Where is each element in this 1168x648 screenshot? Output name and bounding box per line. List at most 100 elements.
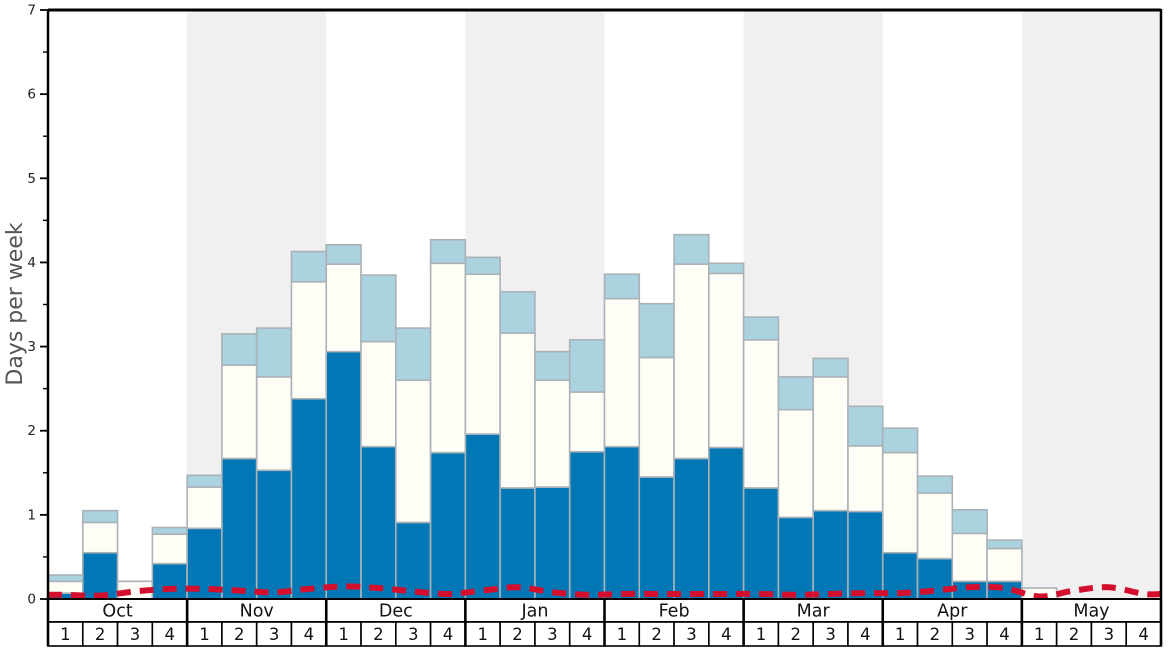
week-label: 4 <box>721 625 732 644</box>
week-cell <box>47 621 84 647</box>
week-label: 3 <box>825 625 836 644</box>
bar-segment-light-blue <box>603 273 641 300</box>
y-tick-label: 2 <box>27 423 36 439</box>
week-label: 3 <box>964 625 975 644</box>
bar-segment-white <box>881 451 919 554</box>
bar-segment-light-blue <box>151 526 188 536</box>
bar-segment-dark-blue <box>603 445 641 600</box>
week-cell <box>290 621 328 647</box>
bar-segment-white <box>429 262 467 454</box>
line-red-dashed-line <box>47 583 1162 600</box>
bar-segment-dark-blue <box>638 476 675 600</box>
week-cell <box>1055 621 1093 647</box>
month-label: May <box>1073 602 1109 622</box>
week-label: 1 <box>617 625 628 644</box>
week-cell <box>916 621 954 647</box>
week-label: 2 <box>651 625 662 644</box>
week-label: 2 <box>95 625 106 644</box>
week-label: 4 <box>999 625 1010 644</box>
y-tick-label: 4 <box>27 255 36 271</box>
week-label: 1 <box>1034 625 1045 644</box>
week-label: 2 <box>930 625 941 644</box>
bar-segment-white <box>47 580 84 594</box>
week-cell <box>568 621 606 647</box>
bar-segment-white <box>186 486 223 530</box>
week-label: 3 <box>1104 625 1115 644</box>
month-label: Jan <box>520 602 548 622</box>
bar-segment-dark-blue <box>325 350 362 600</box>
bar-segment-light-blue <box>708 262 745 275</box>
bar-segment-light-blue <box>881 427 919 454</box>
bar-segment-white <box>290 280 328 400</box>
y-tick-label: 5 <box>27 171 36 187</box>
bar-segment-white <box>499 332 536 489</box>
bar-segment-light-blue <box>673 233 710 265</box>
bar-segment-dark-blue <box>81 551 119 600</box>
week-label: 3 <box>269 625 280 644</box>
y-tick-label: 3 <box>27 339 36 355</box>
bar-segment-dark-blue <box>151 562 188 600</box>
week-label: 2 <box>512 625 523 644</box>
bar-segment-light-blue <box>464 256 501 276</box>
bar-segment-light-blue <box>916 475 954 494</box>
week-cell <box>708 621 745 647</box>
week-cell <box>81 621 119 647</box>
bar-segment-white <box>221 364 258 460</box>
bar-segment-dark-blue <box>360 445 397 600</box>
y-axis-label: Days per week <box>3 222 28 385</box>
week-cell <box>881 621 919 647</box>
bar-segment-dark-blue <box>847 510 884 600</box>
bar-segment-white <box>673 263 710 460</box>
bar-segment-dark-blue <box>742 487 780 600</box>
week-label: 4 <box>860 625 871 644</box>
bar-segment-white <box>81 521 119 554</box>
bar-segment-white <box>951 532 988 583</box>
bar-segment-light-blue <box>255 327 293 378</box>
bar-segment-white <box>812 376 849 512</box>
bar-segment-white <box>395 379 432 524</box>
bar-segment-white <box>151 533 188 565</box>
bar-segment-white <box>255 376 293 472</box>
bar-segment-light-blue <box>221 333 258 366</box>
month-label: Nov <box>240 602 274 622</box>
week-label: 2 <box>373 625 384 644</box>
bar-segment-dark-blue <box>255 469 293 600</box>
week-label: 2 <box>1069 625 1080 644</box>
week-label: 3 <box>547 625 558 644</box>
bar-segment-dark-blue <box>290 397 328 600</box>
bar-segment-light-blue <box>47 574 84 583</box>
week-label: 2 <box>234 625 245 644</box>
y-tick-label: 6 <box>27 87 36 103</box>
bar-segment-white <box>360 340 397 448</box>
bar-segment-dark-blue <box>464 433 501 600</box>
bar-segment-dark-blue <box>673 457 710 600</box>
bar-segment-white <box>534 379 571 488</box>
bar-segment-light-blue <box>360 274 397 343</box>
bar-segment-dark-blue <box>708 446 745 600</box>
bar-segment-dark-blue <box>777 516 814 600</box>
week-label: 4 <box>164 625 175 644</box>
bar-segment-light-blue <box>290 250 328 283</box>
bar-segment-dark-blue <box>534 486 571 600</box>
month-label: Dec <box>379 602 413 622</box>
month-label: Apr <box>937 602 968 622</box>
bar-segment-white <box>603 297 641 448</box>
week-label: 1 <box>60 625 71 644</box>
bar-segment-light-blue <box>847 405 884 447</box>
bar-segment-dark-blue <box>499 487 536 600</box>
week-cell <box>742 621 780 647</box>
bar-segment-dark-blue <box>221 457 258 600</box>
bar-segment-light-blue <box>395 327 432 382</box>
month-stripe <box>1021 10 1161 599</box>
bar-segment-light-blue <box>742 316 780 341</box>
bar-segment-light-blue <box>534 350 571 382</box>
bar-segment-light-blue <box>568 339 606 393</box>
y-tick-label: 1 <box>27 507 36 523</box>
week-cell <box>1125 621 1162 647</box>
bar-segment-white <box>638 356 675 478</box>
bar-segment-white <box>464 273 501 435</box>
week-label: 1 <box>895 625 906 644</box>
bar-segment-white <box>568 391 606 453</box>
bar-segment-white <box>777 408 814 519</box>
